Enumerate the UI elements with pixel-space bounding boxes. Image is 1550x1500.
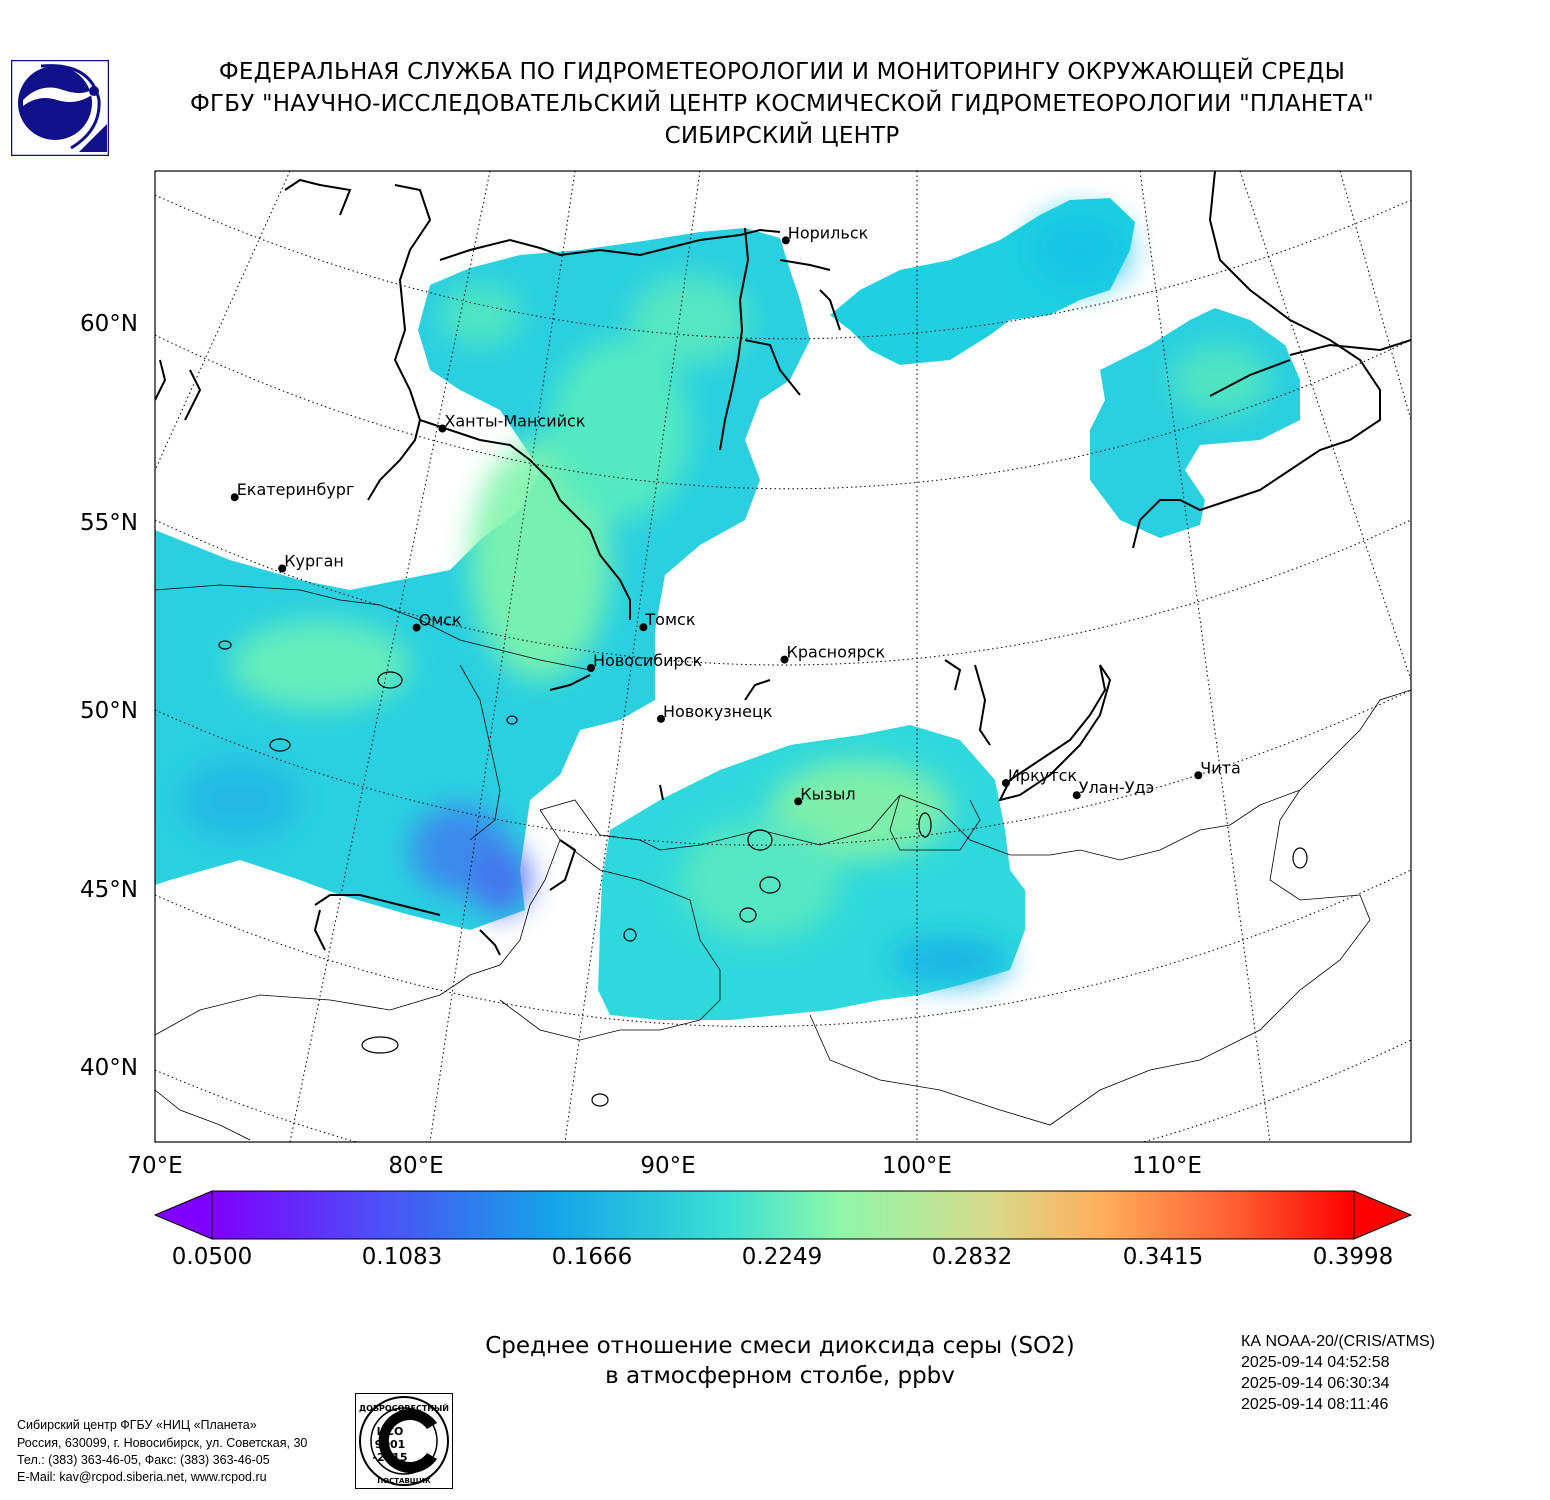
city-marker (1072, 791, 1081, 800)
city-label: Екатеринбург (237, 480, 355, 499)
colorbar-tick-label: 0.2832 (931, 1244, 1013, 1270)
so2-field-layer (155, 198, 1300, 1020)
lon-label-90: 90°E (640, 1153, 696, 1179)
iso-stamp-bottom-text: ПОСТАВЩИК (377, 1477, 431, 1485)
product-title-line1: Среднее отношение смеси диоксида серы (S… (485, 1333, 1075, 1359)
city-layer: Норильск Ханты-Мансийск Екатеринбург Курган… (230, 223, 1241, 806)
iso-stamp-top-text: ДОБРОСОВЕСТНЫЙ (359, 1402, 449, 1413)
lat-label-50: 50°N (80, 698, 138, 724)
city-label: Норильск (788, 223, 869, 242)
lat-label-40: 40°N (80, 1055, 138, 1081)
contact-address: Россия, 630099, г. Новосибирск, ул. Сове… (17, 1436, 308, 1450)
colorbar-tick-label: 0.3415 (1122, 1244, 1204, 1270)
iso-stamp-logo: ДОБРОСОВЕСТНЫЙ ИСО 9001 -2015 ПОСТАВЩИК (355, 1393, 453, 1489)
colorbar-low-extension (153, 1190, 213, 1240)
city-marker (278, 564, 287, 573)
city-marker (639, 623, 648, 632)
city-marker (657, 714, 665, 723)
colorbar-tick-label: 0.1083 (361, 1244, 443, 1270)
city-marker (1002, 779, 1010, 787)
city-marker (794, 797, 803, 806)
lat-label-55: 55°N (80, 510, 138, 536)
map-frame (154, 170, 1412, 1143)
colorbar-body (211, 1190, 1355, 1240)
satellite-pass-time: 2025-09-14 08:11:46 (1241, 1396, 1389, 1413)
city-label: Красноярск (787, 643, 886, 662)
city-marker (780, 655, 789, 664)
city-marker (230, 493, 239, 502)
city-label: Кызыл (800, 784, 855, 803)
contact-phone: Тел.: (383) 363-46-05, Факс: (383) 363-4… (17, 1453, 270, 1467)
city-label: Ханты-Мансийск (444, 412, 585, 431)
city-label: Иркутск (1008, 766, 1077, 785)
city-marker (587, 664, 595, 672)
colorbar-tick-label: 0.2249 (741, 1244, 823, 1270)
city-marker (412, 623, 421, 632)
city-label: Новосибирск (593, 651, 702, 670)
iso-stamp-mid3: -2015 (372, 1451, 407, 1464)
colorbar-tick-label: 0.1666 (551, 1244, 633, 1270)
colorbar (153, 1190, 1413, 1240)
city-label: Томск (644, 610, 695, 629)
contact-email: E-Mail: kav@rcpod.siberia.net, www.rcpod… (17, 1470, 267, 1484)
satellite-name: КА NOAA-20/(CRIS/ATMS) (1241, 1333, 1435, 1350)
lat-label-60: 60°N (80, 311, 138, 337)
city-marker (438, 424, 447, 433)
coastlines (155, 171, 1411, 956)
graticule (155, 171, 1411, 1142)
map-area (155, 171, 1411, 1142)
city-label: Курган (284, 552, 344, 571)
iso-stamp-mid2: 9001 (375, 1438, 406, 1451)
satellite-pass-time: 2025-09-14 06:30:34 (1241, 1375, 1390, 1392)
satellite-pass-time: 2025-09-14 04:52:58 (1241, 1354, 1390, 1371)
lon-label-70: 70°E (127, 1153, 183, 1179)
lakes (218, 640, 1308, 1107)
header-title-line2: ФГБУ "НАУЧНО-ИССЛЕДОВАТЕЛЬСКИЙ ЦЕНТР КОС… (190, 91, 1374, 117)
lon-label-110: 110°E (1132, 1153, 1202, 1179)
colorbar-tick-label: 0.0500 (171, 1244, 253, 1270)
city-label: Омск (419, 611, 462, 630)
lon-label-100: 100°E (882, 1153, 952, 1179)
contact-org: Сибирский центр ФГБУ «НИЦ «Планета» (17, 1418, 257, 1432)
colorbar-high-extension (1353, 1190, 1413, 1240)
lon-label-80: 80°E (388, 1153, 444, 1179)
planeta-logo (11, 60, 109, 156)
header-title-line3: СИБИРСКИЙ ЦЕНТР (664, 123, 900, 149)
city-marker (781, 236, 790, 245)
country-borders (155, 584, 1411, 1141)
header-title-line1: ФЕДЕРАЛЬНАЯ СЛУЖБА ПО ГИДРОМЕТЕОРОЛОГИИ … (218, 59, 1346, 85)
city-label: Новокузнецк (663, 702, 773, 721)
iso-stamp-mid1: ИСО (377, 1425, 404, 1438)
city-label: Чита (1200, 758, 1241, 777)
product-title-line2: в атмосферном столбе, ppbv (605, 1363, 955, 1389)
colorbar-tick-label: 0.3998 (1312, 1244, 1394, 1270)
city-marker (1194, 771, 1203, 780)
lat-label-45: 45°N (80, 877, 138, 903)
city-label: Улан-Удэ (1079, 778, 1155, 797)
